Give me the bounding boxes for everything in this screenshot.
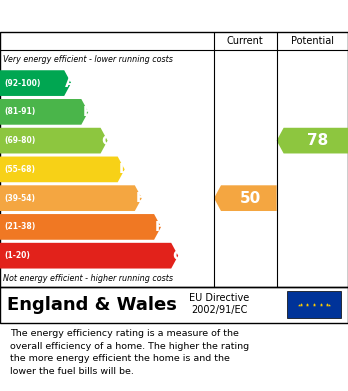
Text: D: D: [119, 162, 130, 176]
Text: (81-91): (81-91): [4, 108, 35, 117]
Text: (55-68): (55-68): [4, 165, 35, 174]
Text: 50: 50: [240, 191, 261, 206]
Text: Not energy efficient - higher running costs: Not energy efficient - higher running co…: [3, 274, 174, 283]
Text: F: F: [155, 220, 165, 234]
Polygon shape: [0, 70, 71, 96]
Polygon shape: [0, 214, 161, 240]
Text: 78: 78: [307, 133, 328, 148]
Polygon shape: [277, 128, 348, 154]
Bar: [287, 291, 341, 318]
Polygon shape: [214, 185, 277, 211]
Text: Potential: Potential: [291, 36, 334, 46]
Text: (92-100): (92-100): [4, 79, 41, 88]
Text: A: A: [65, 76, 76, 90]
Text: C: C: [102, 134, 112, 148]
Polygon shape: [0, 99, 88, 125]
Text: Energy Efficiency Rating: Energy Efficiency Rating: [10, 7, 239, 25]
Text: EU Directive
2002/91/EC: EU Directive 2002/91/EC: [189, 293, 250, 315]
Text: Very energy efficient - lower running costs: Very energy efficient - lower running co…: [3, 55, 173, 64]
Polygon shape: [0, 185, 142, 211]
Text: Current: Current: [227, 36, 264, 46]
Text: (21-38): (21-38): [4, 222, 35, 231]
Text: (69-80): (69-80): [4, 136, 35, 145]
Text: E: E: [136, 191, 145, 205]
Polygon shape: [0, 128, 108, 154]
Text: England & Wales: England & Wales: [7, 296, 177, 314]
Text: B: B: [82, 105, 93, 119]
Text: (39-54): (39-54): [4, 194, 35, 203]
Text: The energy efficiency rating is a measure of the
overall efficiency of a home. T: The energy efficiency rating is a measur…: [10, 329, 250, 376]
Text: G: G: [172, 249, 184, 263]
Text: (1-20): (1-20): [4, 251, 30, 260]
Polygon shape: [0, 243, 178, 269]
Polygon shape: [0, 156, 125, 182]
